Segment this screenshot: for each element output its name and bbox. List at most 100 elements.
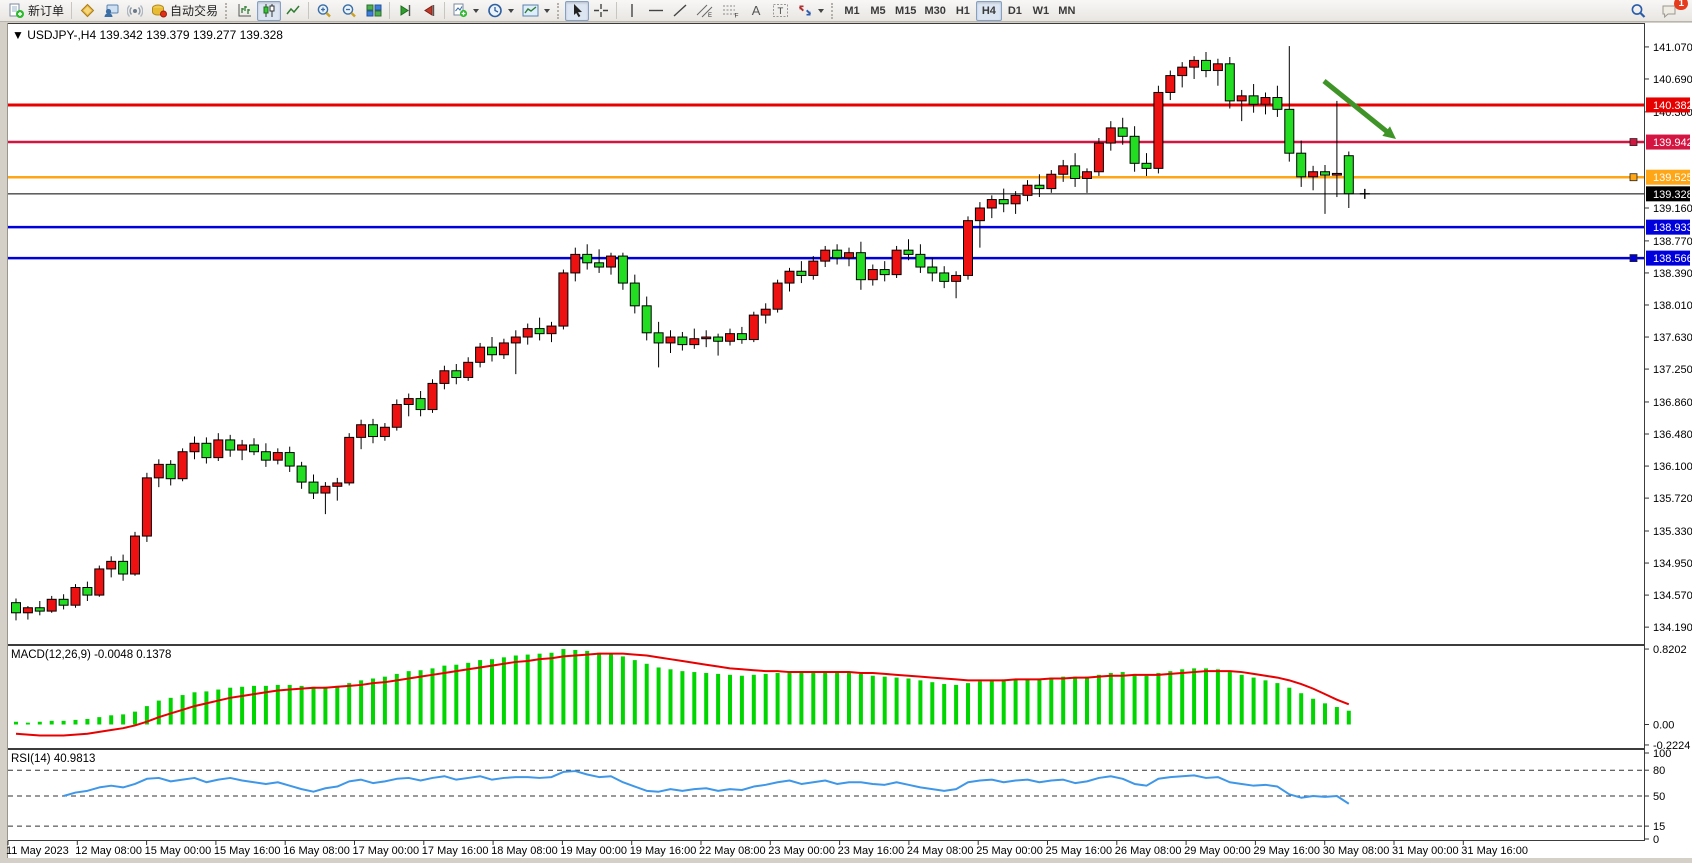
candle-body — [1082, 171, 1092, 179]
time-tick-label: 19 May 00:00 — [560, 845, 627, 857]
window-frame-strip[interactable] — [0, 23, 7, 858]
candle-body — [558, 272, 569, 327]
candle-body — [201, 442, 212, 459]
templates-button[interactable] — [518, 1, 554, 21]
signals-button[interactable] — [99, 1, 123, 21]
channel-tool-button[interactable]: E — [692, 1, 718, 21]
candle-body — [903, 249, 914, 255]
price-tick-label: 136.480 — [1653, 429, 1692, 441]
time-tick-label: 29 May 16:00 — [1253, 845, 1320, 857]
macd-bar — [49, 720, 54, 725]
timeframe-button-m5[interactable]: M5 — [870, 4, 886, 17]
text-label-tool-button[interactable]: T — [768, 1, 793, 21]
macd-bar — [1227, 672, 1232, 725]
tile-windows-button[interactable] — [362, 1, 386, 21]
time-tick-label: 29 May 00:00 — [1184, 845, 1251, 857]
collapse-quotes-icon[interactable]: ▼ — [12, 28, 27, 42]
periods-button[interactable] — [483, 1, 518, 21]
candle-body — [1308, 171, 1319, 178]
auto-trading-button[interactable]: 自动交易 — [147, 1, 222, 21]
template-icon — [522, 4, 539, 17]
line-handle[interactable] — [1629, 254, 1638, 262]
candle-body — [879, 269, 890, 276]
trendline-tool-button[interactable] — [668, 1, 692, 21]
timeframe-button-m15[interactable]: M15 — [895, 4, 917, 17]
macd-bar — [1061, 676, 1066, 725]
chart-shift-button[interactable] — [417, 1, 441, 21]
macd-bar — [442, 665, 447, 725]
trend-arrow-line[interactable] — [1322, 79, 1390, 135]
cursor-tool-button[interactable] — [565, 0, 590, 21]
toolbar-grip[interactable] — [831, 2, 836, 19]
candle-body — [272, 452, 283, 461]
macd-bar — [204, 691, 209, 725]
candle-body — [1129, 135, 1140, 164]
zoom-out-button[interactable] — [337, 1, 362, 21]
price-axis-group[interactable]: 141.070140.690140.300139.160138.770138.3… — [1644, 42, 1692, 846]
timeframe-button-m1[interactable]: M1 — [844, 4, 860, 17]
candle-body — [165, 463, 176, 480]
trend-arrow-head[interactable] — [1382, 126, 1396, 139]
rsi-tick-label: 100 — [1653, 748, 1671, 760]
macd-bar — [1334, 707, 1339, 725]
horizontal-lines-group[interactable] — [8, 103, 1644, 262]
macd-tick-label: -0.2224 — [1653, 740, 1690, 752]
macd-bar — [371, 678, 375, 725]
timeframe-button-m30[interactable]: M30 — [924, 4, 946, 17]
add-indicator-icon — [453, 3, 468, 18]
macd-bar — [1346, 710, 1351, 725]
market-button[interactable] — [75, 1, 99, 21]
vertical-line-tool-button[interactable] — [620, 1, 644, 21]
candle-body — [308, 481, 319, 494]
zoom-in-icon — [317, 3, 331, 17]
candle-body — [439, 370, 450, 384]
zoom-in-button[interactable] — [312, 1, 337, 21]
text-tool-button[interactable]: A — [744, 1, 768, 21]
time-axis-group[interactable]: 11 May 2023 12 May 08:00 15 May 00:00 15 Ma… — [6, 841, 1528, 857]
fibonacci-tool-button[interactable]: F — [718, 1, 744, 21]
new-order-button[interactable]: 新订单 — [4, 1, 68, 21]
timeframe-button-h1[interactable]: H1 — [955, 4, 970, 17]
annotation-arrow-group[interactable] — [1322, 79, 1396, 139]
time-tick-label: 30 May 08:00 — [1323, 845, 1390, 857]
candle-body — [986, 199, 997, 209]
arrow-objects-icon — [799, 5, 812, 16]
candle-body — [177, 451, 188, 480]
macd-bar — [252, 685, 256, 725]
toolbar-grip[interactable] — [557, 2, 562, 19]
search-button[interactable] — [1626, 1, 1651, 21]
candle-body — [546, 325, 557, 335]
horizontal-line-tool-button[interactable] — [644, 1, 668, 21]
timeframe-button-mn[interactable]: MN — [1058, 4, 1076, 17]
dropdown-caret-icon — [508, 8, 515, 13]
macd-bar — [954, 684, 959, 725]
news-button[interactable] — [123, 1, 147, 21]
candle-body — [189, 442, 200, 453]
price-badge-label: 138.933 — [1653, 222, 1692, 234]
macd-bar — [1144, 675, 1149, 725]
candle-body — [1320, 171, 1330, 176]
timeframe-button-h4[interactable]: H4 — [975, 0, 1002, 21]
candle-body — [844, 252, 854, 259]
rsi-tick-label: 0 — [1653, 834, 1659, 846]
arrows-tool-button[interactable] — [793, 1, 828, 21]
crosshair-tool-button[interactable] — [589, 1, 613, 21]
auto-scroll-button[interactable] — [393, 1, 417, 21]
macd-bar — [525, 654, 530, 725]
macd-bar — [144, 706, 149, 725]
bar-chart-mode-button[interactable] — [233, 1, 257, 21]
rsi-tick-label: 50 — [1653, 791, 1665, 803]
timeframe-button-w1[interactable]: W1 — [1032, 4, 1050, 17]
line-handle[interactable] — [1629, 173, 1638, 182]
timeframe-button-d1[interactable]: D1 — [1007, 4, 1022, 17]
candle-body — [1343, 155, 1354, 195]
notifications-button[interactable]: 1 — [1657, 0, 1688, 21]
candle-body — [1153, 91, 1164, 169]
candle-chart-mode-button[interactable] — [257, 0, 282, 21]
indicators-button[interactable] — [448, 1, 483, 21]
line-handle[interactable] — [1629, 138, 1638, 146]
price-chart[interactable]: 141.070140.690140.300139.160138.770138.3… — [0, 23, 1692, 858]
candle-body — [22, 607, 33, 614]
toolbar-grip[interactable] — [225, 2, 230, 19]
line-chart-mode-button[interactable] — [281, 1, 305, 21]
